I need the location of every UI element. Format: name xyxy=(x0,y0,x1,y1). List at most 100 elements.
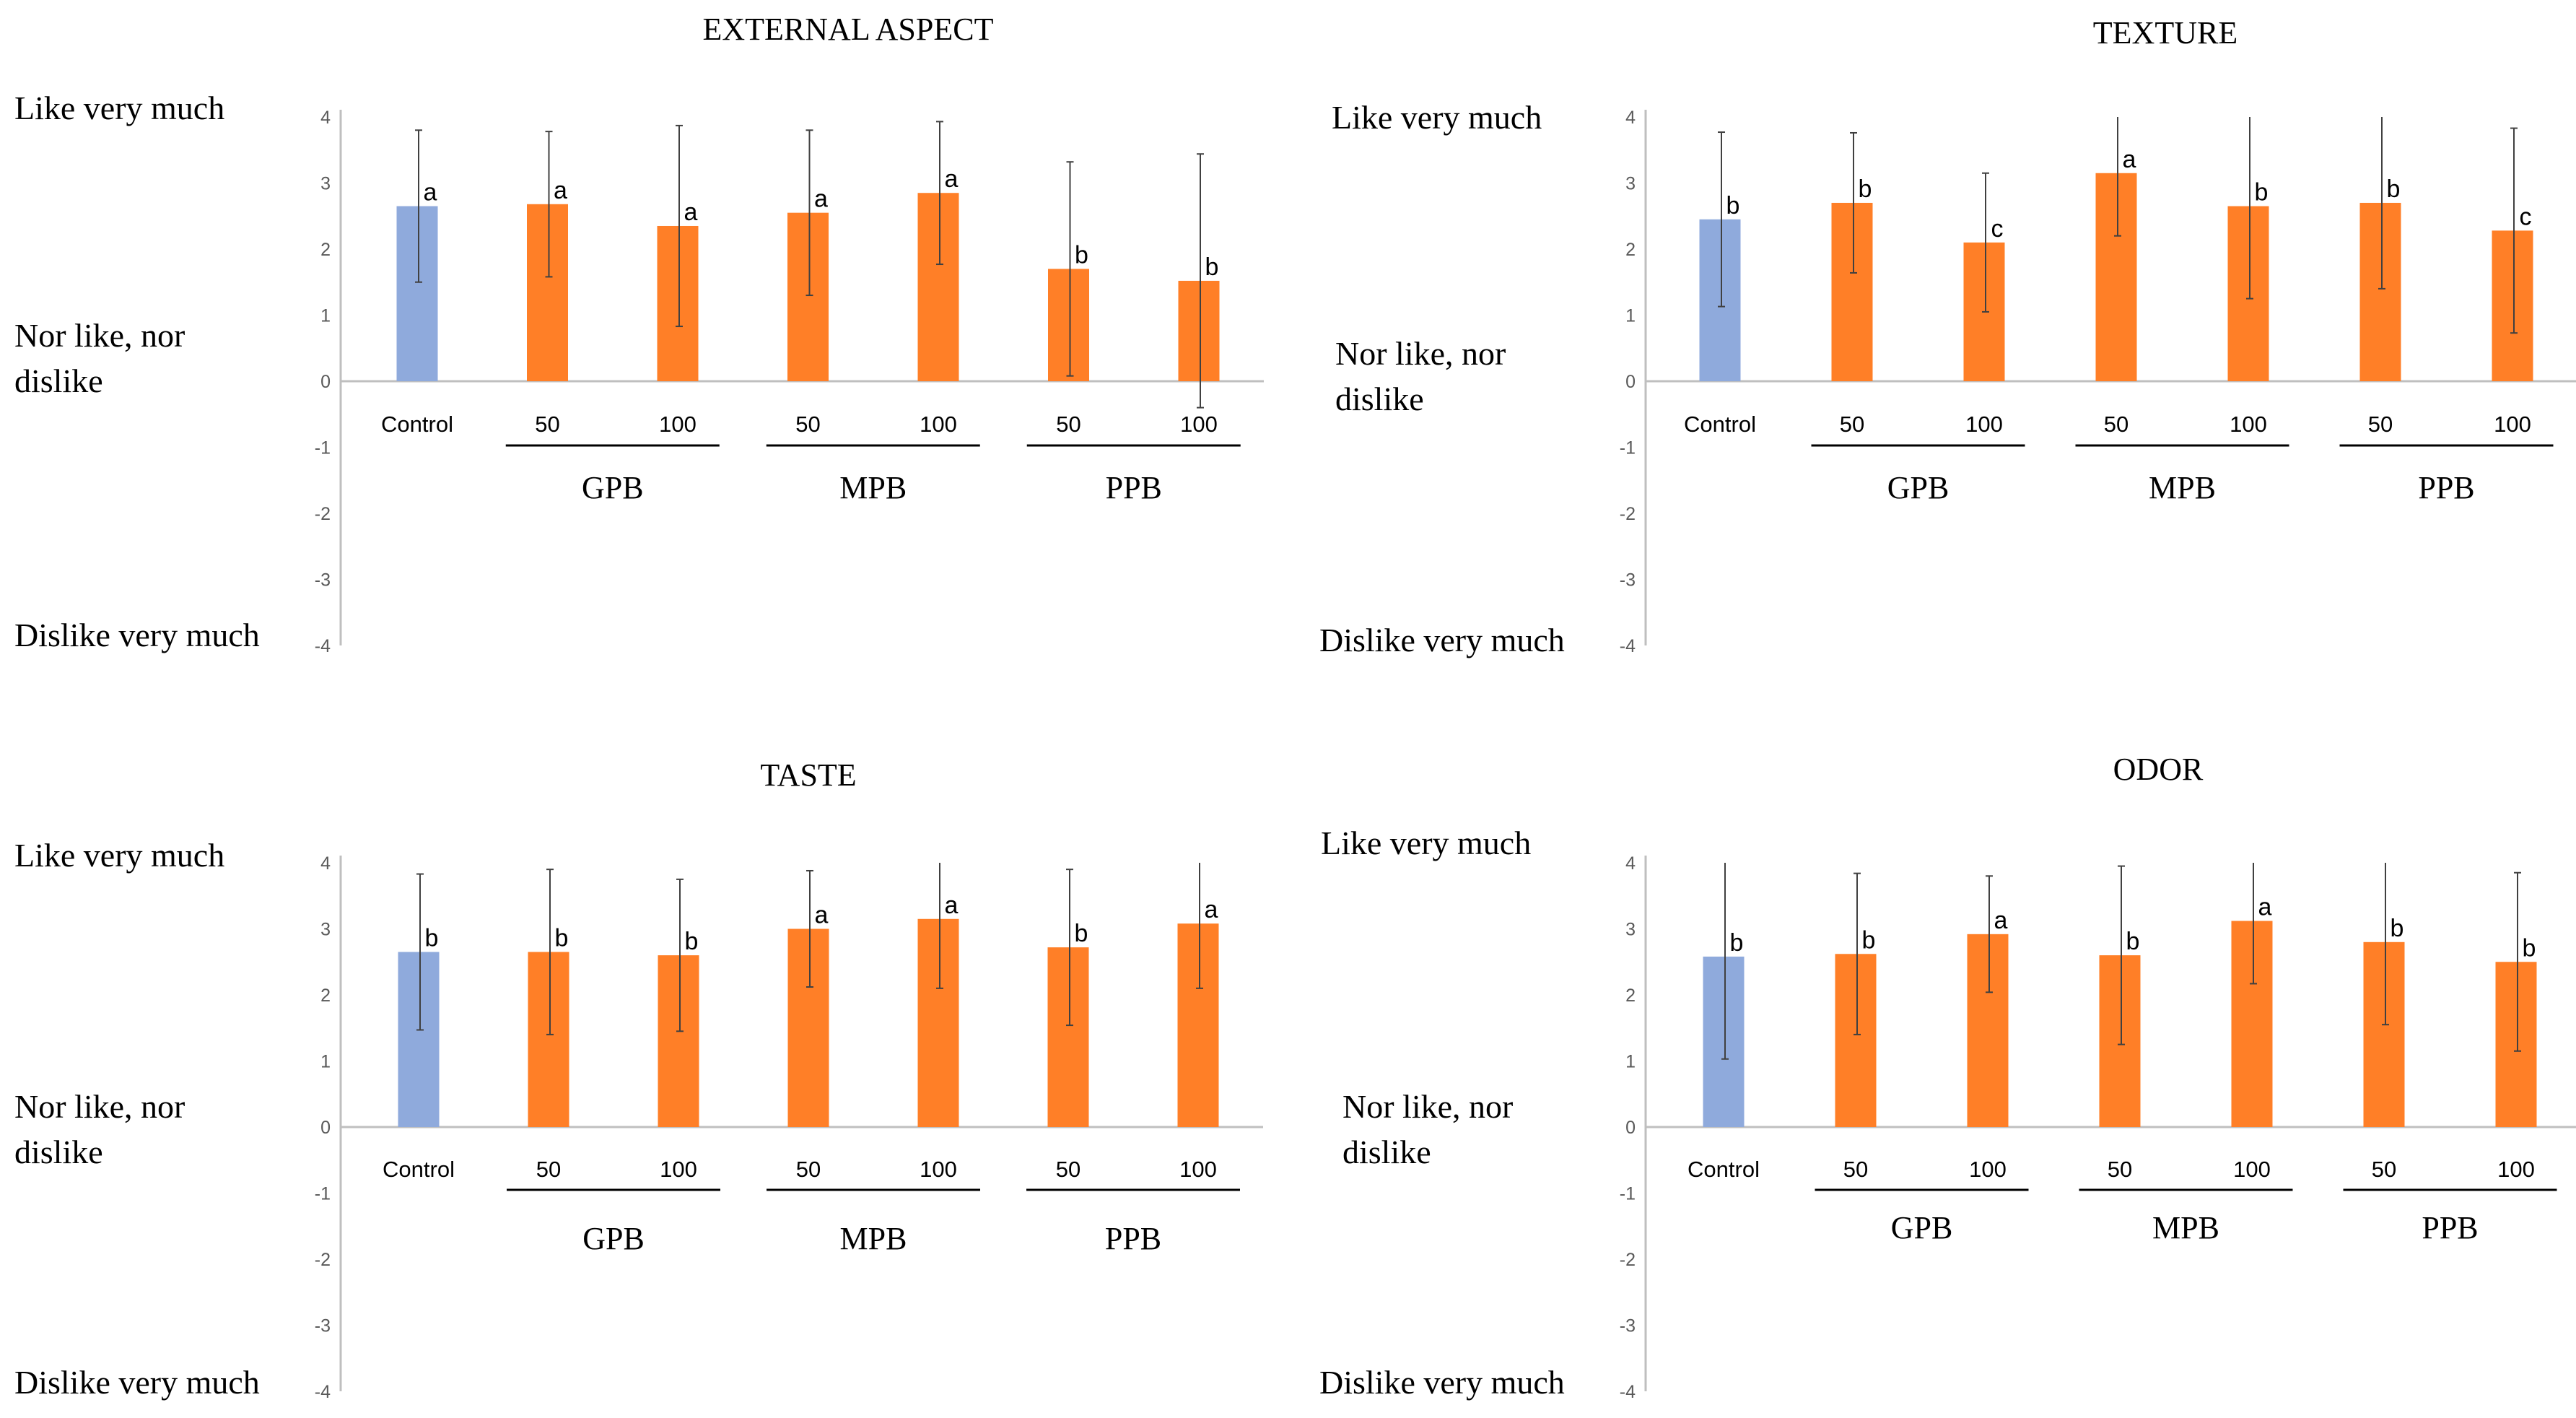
significance-letter: b xyxy=(425,925,439,952)
group-label: GPB xyxy=(1887,470,1950,505)
scale-label: Dislike very much xyxy=(14,1364,260,1401)
significance-letter: b xyxy=(1075,920,1088,947)
y-tick-label: -2 xyxy=(1620,1250,1636,1270)
category-label: 100 xyxy=(2230,412,2267,437)
bar xyxy=(1047,947,1089,1127)
scale-label: Like very much xyxy=(14,837,224,874)
bar xyxy=(1703,956,1745,1127)
category-label: 100 xyxy=(660,1157,697,1182)
bar xyxy=(528,952,569,1127)
significance-letter: a xyxy=(2123,146,2136,173)
y-tick-label: 0 xyxy=(320,372,331,392)
category-label: 100 xyxy=(1965,412,2003,437)
significance-letter: b xyxy=(555,925,569,952)
y-tick-label: 0 xyxy=(1625,1118,1636,1138)
category-label: 50 xyxy=(796,1157,821,1182)
y-tick-label: 2 xyxy=(320,986,331,1006)
y-tick-label: 1 xyxy=(320,306,331,326)
chart-title: TEXTURE xyxy=(2093,15,2237,51)
group-label: GPB xyxy=(582,1221,645,1256)
bar xyxy=(2095,173,2137,381)
group-label: PPB xyxy=(1106,470,1162,505)
y-tick-label: -3 xyxy=(315,1316,331,1336)
category-label: Control xyxy=(381,412,453,437)
y-tick-label: 4 xyxy=(320,853,331,874)
y-tick-label: 4 xyxy=(320,108,331,128)
significance-letter: b xyxy=(2387,175,2401,203)
scale-label: Nor like, nor dislike xyxy=(14,1088,185,1170)
category-label: 50 xyxy=(2108,1157,2132,1182)
group-label: GPB xyxy=(1891,1210,1953,1245)
y-tick-label: 1 xyxy=(1625,1052,1636,1072)
category-label: 100 xyxy=(659,412,697,437)
scale-label: Dislike very much xyxy=(14,617,260,653)
category-label: 50 xyxy=(1056,1157,1080,1182)
scale-label: Like very much xyxy=(14,90,224,126)
y-tick-label: 3 xyxy=(1625,174,1636,194)
bar xyxy=(2227,206,2269,381)
bar xyxy=(917,193,959,381)
bar xyxy=(527,204,568,381)
category-label: 100 xyxy=(1969,1157,2007,1182)
bar xyxy=(658,955,699,1127)
y-tick-label: -2 xyxy=(315,504,331,524)
y-tick-label: -4 xyxy=(1620,636,1636,656)
bar xyxy=(2099,955,2141,1127)
group-label: GPB xyxy=(582,470,644,505)
bar xyxy=(917,918,959,1127)
scale-label: Nor like, nor dislike xyxy=(1335,335,1506,417)
y-tick-label: -1 xyxy=(315,1184,331,1204)
chart-panel-1: EXTERNAL ASPECT -4 -3 -2 -1 0 1 2 3 4 Like very mu… xyxy=(14,12,1264,656)
category-label: 50 xyxy=(2372,1157,2396,1182)
category-label: 50 xyxy=(795,412,820,437)
y-tick-label: -2 xyxy=(1620,504,1636,524)
category-label: 100 xyxy=(920,412,957,437)
significance-letter: a xyxy=(1205,896,1218,923)
chart-title: ODOR xyxy=(2113,752,2204,787)
chart-panel-2: TEXTURE -4 -3 -2 -1 0 1 2 3 4 Like very much Nor li… xyxy=(1319,15,2576,658)
y-tick-label: 1 xyxy=(320,1052,331,1072)
bar xyxy=(398,952,440,1127)
category-label: 100 xyxy=(2494,412,2531,437)
significance-letter: a xyxy=(945,892,959,919)
chart-panel-4: ODOR -4 -3 -2 -1 0 1 2 3 4 Like very much Nor like,… xyxy=(1319,752,2576,1402)
significance-letter: a xyxy=(815,902,829,929)
chart-panel-3: TASTE -4 -3 -2 -1 0 1 2 3 4 Like very much Nor like… xyxy=(14,757,1263,1402)
y-tick-label: 1 xyxy=(1625,306,1636,326)
y-tick-label: -2 xyxy=(315,1250,331,1270)
bar xyxy=(2359,202,2401,381)
significance-letter: b xyxy=(2391,915,2404,942)
category-label: 50 xyxy=(535,412,559,437)
scale-label: Dislike very much xyxy=(1319,622,1565,658)
category-label: Control xyxy=(1684,412,1756,437)
significance-letter: a xyxy=(945,165,959,193)
bar xyxy=(1831,202,1873,381)
significance-letter: b xyxy=(2255,179,2269,206)
category-label: 100 xyxy=(1180,412,1218,437)
y-tick-label: 4 xyxy=(1625,108,1636,128)
y-tick-label: 3 xyxy=(1625,920,1636,940)
bar xyxy=(1177,923,1219,1127)
bar xyxy=(787,928,829,1127)
y-tick-label: -3 xyxy=(1620,1316,1636,1336)
y-tick-label: 0 xyxy=(320,1118,331,1138)
category-label: 50 xyxy=(2368,412,2393,437)
category-label: 50 xyxy=(2104,412,2129,437)
y-tick-label: 3 xyxy=(320,174,331,194)
group-label: MPB xyxy=(2152,1210,2219,1245)
category-label: 50 xyxy=(536,1157,561,1182)
group-label: PPB xyxy=(1105,1221,1161,1256)
y-tick-label: 2 xyxy=(1625,240,1636,260)
significance-letter: b xyxy=(685,928,699,955)
scale-label: Nor like, nor dislike xyxy=(14,317,185,399)
y-tick-label: -4 xyxy=(1620,1382,1636,1402)
scale-label: Like very much xyxy=(1321,825,1531,861)
y-tick-label: 0 xyxy=(1625,372,1636,392)
bar xyxy=(1967,934,2009,1127)
bar xyxy=(2363,941,2405,1127)
category-label: Control xyxy=(383,1157,455,1182)
chart-title: TASTE xyxy=(760,757,856,793)
significance-letter: b xyxy=(2523,934,2536,962)
y-tick-label: -4 xyxy=(315,636,331,656)
